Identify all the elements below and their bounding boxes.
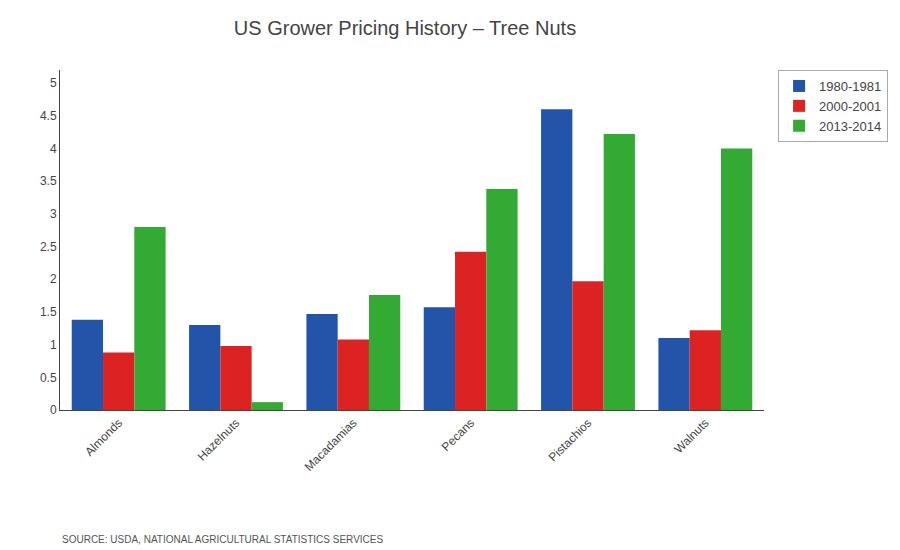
svg-text:Hazelnuts: Hazelnuts <box>195 416 243 464</box>
svg-text:Almonds: Almonds <box>82 416 125 459</box>
svg-text:1980-1981: 1980-1981 <box>819 79 881 94</box>
svg-text:3: 3 <box>50 207 57 221</box>
svg-text:Macadamias: Macadamias <box>302 416 360 474</box>
svg-text:Pistachios: Pistachios <box>546 416 595 465</box>
svg-text:2013-2014: 2013-2014 <box>819 119 881 134</box>
svg-text:0: 0 <box>50 403 57 417</box>
svg-text:4.5: 4.5 <box>40 109 57 123</box>
svg-text:US Grower Pricing History – Tr: US Grower Pricing History – Tree Nuts <box>234 17 576 39</box>
svg-text:2.5: 2.5 <box>40 240 57 254</box>
svg-text:SOURCE: USDA, NATIONAL AGRICUL: SOURCE: USDA, NATIONAL AGRICULTURAL STAT… <box>62 534 384 545</box>
svg-text:0.5: 0.5 <box>40 371 57 385</box>
svg-text:Walnuts: Walnuts <box>671 416 711 456</box>
svg-text:3.5: 3.5 <box>40 174 57 188</box>
svg-text:4: 4 <box>50 142 57 156</box>
svg-text:2000-2001: 2000-2001 <box>819 99 881 114</box>
svg-text:2: 2 <box>50 272 57 286</box>
svg-text:1: 1 <box>50 338 57 352</box>
svg-text:1.5: 1.5 <box>40 305 57 319</box>
svg-text:5: 5 <box>50 76 57 90</box>
svg-text:Pecans: Pecans <box>439 416 477 454</box>
